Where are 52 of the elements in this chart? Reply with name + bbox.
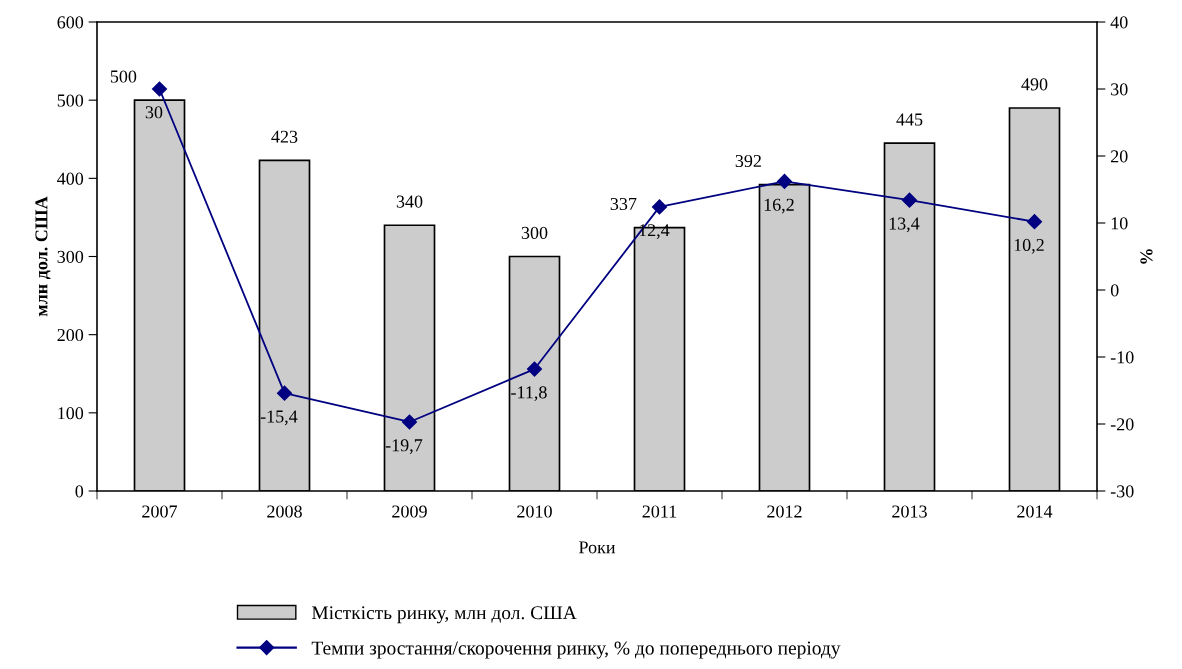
legend-label: Місткість ринку, млн дол. США <box>311 606 577 624</box>
x-tick-label: 2007 <box>142 505 178 518</box>
y-tick-label: 0 <box>75 485 84 498</box>
y-tick-label: 500 <box>57 94 84 107</box>
y-tick-label: 400 <box>57 172 84 185</box>
point <box>401 414 418 430</box>
data-label: 300 <box>521 226 548 239</box>
data-label: 490 <box>1021 78 1048 91</box>
x-tick-label: 2010 <box>517 505 552 518</box>
y-tick-label: 600 <box>57 16 84 29</box>
y2-tick-label: -10 <box>1110 351 1134 364</box>
data-label: -11,8 <box>511 386 547 402</box>
point <box>651 199 668 215</box>
x-axis-title: Роки <box>578 541 616 554</box>
legend-label: Темпи зростання/скорочення ринку, % до попереднього періоду <box>311 641 841 659</box>
data-label: 30 <box>145 106 163 119</box>
x-tick-label: 2008 <box>267 505 302 518</box>
data-label: 10,2 <box>1014 238 1044 254</box>
y2-tick-label: 30 <box>1111 83 1128 96</box>
y2-tick-label: 10 <box>1111 217 1128 230</box>
data-label: 500 <box>110 70 137 83</box>
x-tick-label: 2011 <box>642 505 677 518</box>
y2-tick-label: -20 <box>1110 418 1134 431</box>
point <box>276 385 293 401</box>
y2-tick-label: -30 <box>1110 485 1134 498</box>
y-tick-label: 200 <box>57 328 84 342</box>
data-label: 337 <box>610 197 637 211</box>
data-label: 445 <box>896 113 923 126</box>
data-label: 392 <box>735 154 761 168</box>
data-label: 16,2 <box>764 198 794 214</box>
data-label: -19,7 <box>385 439 423 454</box>
y-axis-title: млн дол. США <box>35 196 51 317</box>
y2-tick-label: 0 <box>1110 284 1119 297</box>
point <box>776 173 793 190</box>
y2-axis-title: % <box>1140 249 1153 264</box>
x-tick-label: 2014 <box>1017 505 1053 518</box>
x-tick-label: 2009 <box>392 505 427 518</box>
data-label: -15,4 <box>260 410 298 426</box>
data-label: 423 <box>271 130 298 143</box>
y-tick-label: 100 <box>58 407 84 420</box>
point <box>526 361 543 377</box>
data-label: 12,4 <box>639 224 670 239</box>
point <box>1026 214 1043 230</box>
data-label: 13,4 <box>889 217 920 233</box>
y2-tick-label: 40 <box>1110 16 1128 29</box>
y-tick-label: 300 <box>57 250 84 263</box>
point <box>151 81 168 97</box>
x-tick-label: 2012 <box>767 505 802 518</box>
y2-tick-label: 20 <box>1110 150 1128 163</box>
data-label: 340 <box>396 195 423 208</box>
x-tick-label: 2013 <box>892 505 927 518</box>
point <box>901 192 918 208</box>
